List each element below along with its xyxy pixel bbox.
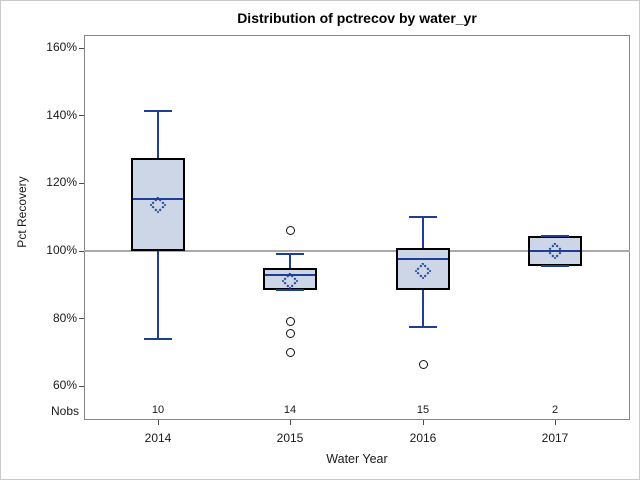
- x-tick-mark: [422, 420, 424, 425]
- x-tick-mark: [289, 420, 291, 425]
- box-whisker-cap: [541, 265, 569, 268]
- outlier-point: [285, 317, 295, 327]
- median-line: [530, 250, 580, 252]
- y-tick-label: 160%: [46, 40, 77, 55]
- nobs-value: 14: [283, 404, 297, 416]
- y-tick-label: 140%: [46, 107, 77, 122]
- y-tick-mark: [79, 385, 84, 387]
- chart-title: Distribution of pctrecov by water_yr: [237, 10, 477, 26]
- y-tick-mark: [79, 115, 84, 117]
- box: [131, 158, 185, 251]
- nobs-value: 10: [151, 404, 165, 416]
- y-tick-label: 100%: [46, 243, 77, 257]
- x-tick-label: 2015: [276, 431, 304, 445]
- median-line: [265, 273, 315, 276]
- box-whisker-cap: [144, 109, 172, 112]
- reference-line: [84, 250, 630, 252]
- box-whisker-line: [289, 254, 291, 268]
- x-tick-label: 2017: [541, 431, 569, 445]
- x-tick-label: 2014: [144, 431, 172, 445]
- box-whisker-line: [157, 251, 159, 339]
- y-tick-mark: [79, 182, 84, 184]
- box-whisker-line: [157, 110, 159, 159]
- box-whisker-line: [422, 289, 424, 328]
- nobs-value: 2: [551, 404, 559, 416]
- box-whisker-line: [422, 217, 424, 248]
- y-tick-label: 60%: [52, 378, 77, 393]
- outlier-point: [285, 347, 295, 357]
- outlier-point: [418, 359, 428, 369]
- box-whisker-cap: [144, 337, 172, 340]
- outlier-point: [285, 226, 295, 236]
- y-tick-label: 80%: [52, 310, 77, 325]
- y-axis-title: Pct Recovery: [15, 176, 29, 248]
- x-axis-title: Water Year: [326, 452, 388, 466]
- outlier-point: [285, 329, 295, 339]
- box-whisker-cap: [409, 326, 437, 329]
- y-tick-mark: [79, 250, 84, 252]
- y-tick-label: 120%: [46, 175, 77, 190]
- median-line: [398, 258, 448, 261]
- x-tick-mark: [554, 420, 556, 425]
- x-tick-mark: [157, 420, 159, 425]
- nobs-value: 15: [416, 404, 430, 416]
- box-whisker-cap: [276, 253, 304, 256]
- median-line: [133, 197, 183, 200]
- box-whisker-cap: [409, 216, 437, 219]
- box-whisker-cap: [276, 288, 304, 291]
- box-whisker-cap: [541, 234, 569, 237]
- box: [396, 247, 450, 290]
- nobs-row-label: Nobs: [50, 404, 79, 418]
- y-tick-mark: [79, 47, 84, 49]
- y-tick-mark: [79, 318, 84, 320]
- x-tick-label: 2016: [409, 431, 437, 445]
